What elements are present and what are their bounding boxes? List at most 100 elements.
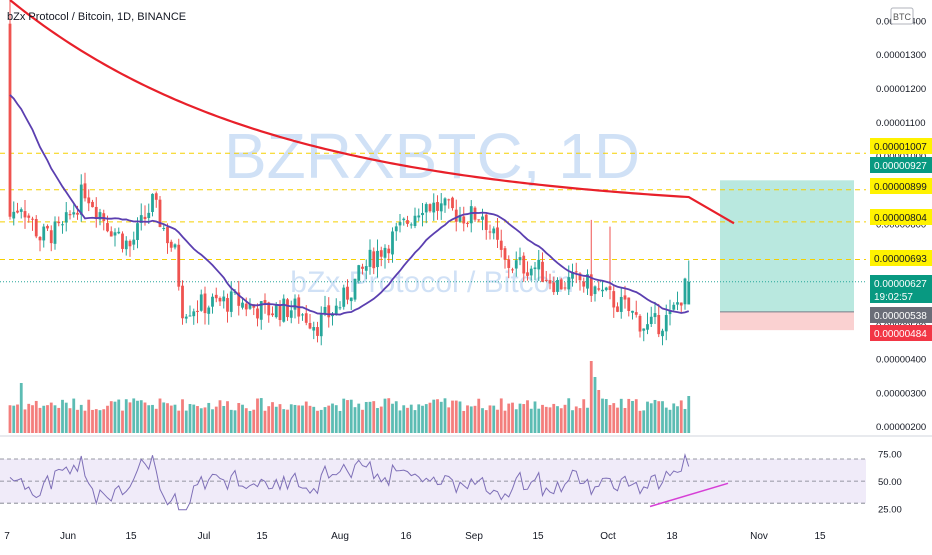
candle[interactable] — [548, 280, 552, 284]
candle[interactable] — [409, 224, 413, 226]
candle[interactable] — [46, 225, 49, 229]
candle[interactable] — [417, 215, 421, 218]
candle[interactable] — [98, 212, 102, 220]
candle[interactable] — [229, 291, 233, 312]
candle[interactable] — [113, 232, 117, 236]
candle[interactable] — [668, 310, 672, 315]
candle[interactable] — [383, 247, 387, 258]
candle[interactable] — [428, 204, 432, 212]
candle[interactable] — [361, 266, 364, 269]
candle[interactable] — [421, 212, 424, 216]
candle[interactable] — [207, 307, 211, 314]
candle[interactable] — [676, 302, 679, 305]
candle[interactable] — [394, 226, 398, 232]
candle[interactable] — [631, 310, 634, 313]
candle[interactable] — [436, 202, 439, 211]
candle[interactable] — [278, 306, 282, 321]
candle[interactable] — [462, 216, 466, 224]
candle[interactable] — [188, 315, 192, 317]
candle[interactable] — [511, 269, 514, 271]
candle[interactable] — [518, 257, 522, 261]
candle[interactable] — [259, 301, 263, 320]
candle[interactable] — [166, 227, 169, 244]
candle[interactable] — [368, 249, 372, 267]
candle[interactable] — [57, 221, 61, 224]
candle[interactable] — [612, 291, 616, 308]
candle[interactable] — [282, 298, 286, 322]
candle[interactable] — [608, 286, 612, 290]
candle[interactable] — [653, 313, 657, 318]
candle[interactable] — [304, 313, 308, 323]
candle[interactable] — [334, 305, 338, 315]
candle[interactable] — [529, 268, 533, 276]
candle[interactable] — [541, 261, 544, 282]
candle[interactable] — [544, 279, 548, 281]
candle[interactable] — [211, 296, 214, 307]
candle[interactable] — [132, 239, 136, 245]
candle[interactable] — [42, 226, 46, 241]
candle[interactable] — [34, 219, 38, 237]
candle[interactable] — [173, 244, 177, 248]
candle[interactable] — [526, 272, 529, 276]
candle[interactable] — [638, 315, 642, 332]
candle[interactable] — [372, 251, 376, 269]
candle[interactable] — [619, 296, 623, 312]
candle[interactable] — [121, 233, 124, 249]
candle[interactable] — [53, 221, 57, 244]
candle[interactable] — [162, 227, 166, 229]
candle[interactable] — [466, 222, 469, 224]
candle[interactable] — [61, 224, 64, 226]
candle[interactable] — [443, 198, 447, 206]
candle[interactable] — [458, 214, 462, 222]
candle[interactable] — [79, 184, 83, 215]
candle[interactable] — [582, 281, 586, 287]
candle[interactable] — [477, 219, 481, 221]
candle[interactable] — [293, 298, 297, 310]
candle[interactable] — [68, 214, 72, 216]
candle[interactable] — [136, 223, 139, 240]
candle[interactable] — [109, 231, 113, 237]
candle[interactable] — [376, 250, 379, 268]
candle[interactable] — [218, 297, 222, 302]
candle[interactable] — [406, 220, 409, 224]
candle[interactable] — [27, 215, 31, 218]
candle[interactable] — [537, 259, 541, 270]
candle[interactable] — [244, 303, 248, 310]
candle[interactable] — [8, 23, 12, 217]
candle[interactable] — [83, 183, 87, 199]
candle[interactable] — [316, 327, 319, 336]
candle[interactable] — [507, 259, 511, 268]
candle[interactable] — [469, 206, 473, 224]
candle[interactable] — [387, 248, 391, 254]
candle[interactable] — [563, 287, 567, 289]
candle[interactable] — [402, 218, 406, 221]
candle[interactable] — [38, 236, 42, 241]
candle[interactable] — [364, 266, 368, 271]
candle[interactable] — [657, 315, 661, 335]
candle[interactable] — [102, 213, 106, 222]
candle[interactable] — [301, 314, 304, 316]
candle[interactable] — [323, 306, 327, 314]
candle[interactable] — [214, 294, 218, 299]
candle[interactable] — [661, 330, 664, 337]
candle[interactable] — [683, 278, 687, 305]
candle[interactable] — [12, 211, 16, 219]
candle[interactable] — [627, 297, 631, 311]
candle[interactable] — [601, 289, 604, 292]
candle[interactable] — [488, 231, 492, 233]
candle[interactable] — [91, 201, 94, 208]
candle[interactable] — [342, 287, 346, 307]
candle[interactable] — [72, 212, 76, 215]
candle[interactable] — [649, 316, 653, 325]
candle[interactable] — [357, 265, 361, 281]
candle[interactable] — [196, 310, 199, 312]
candle[interactable] — [567, 277, 571, 290]
candle[interactable] — [181, 285, 184, 319]
candle[interactable] — [687, 281, 691, 305]
candle[interactable] — [424, 204, 428, 213]
candle[interactable] — [593, 286, 597, 295]
candle[interactable] — [16, 210, 19, 213]
candle[interactable] — [664, 315, 668, 332]
candle[interactable] — [49, 230, 53, 244]
